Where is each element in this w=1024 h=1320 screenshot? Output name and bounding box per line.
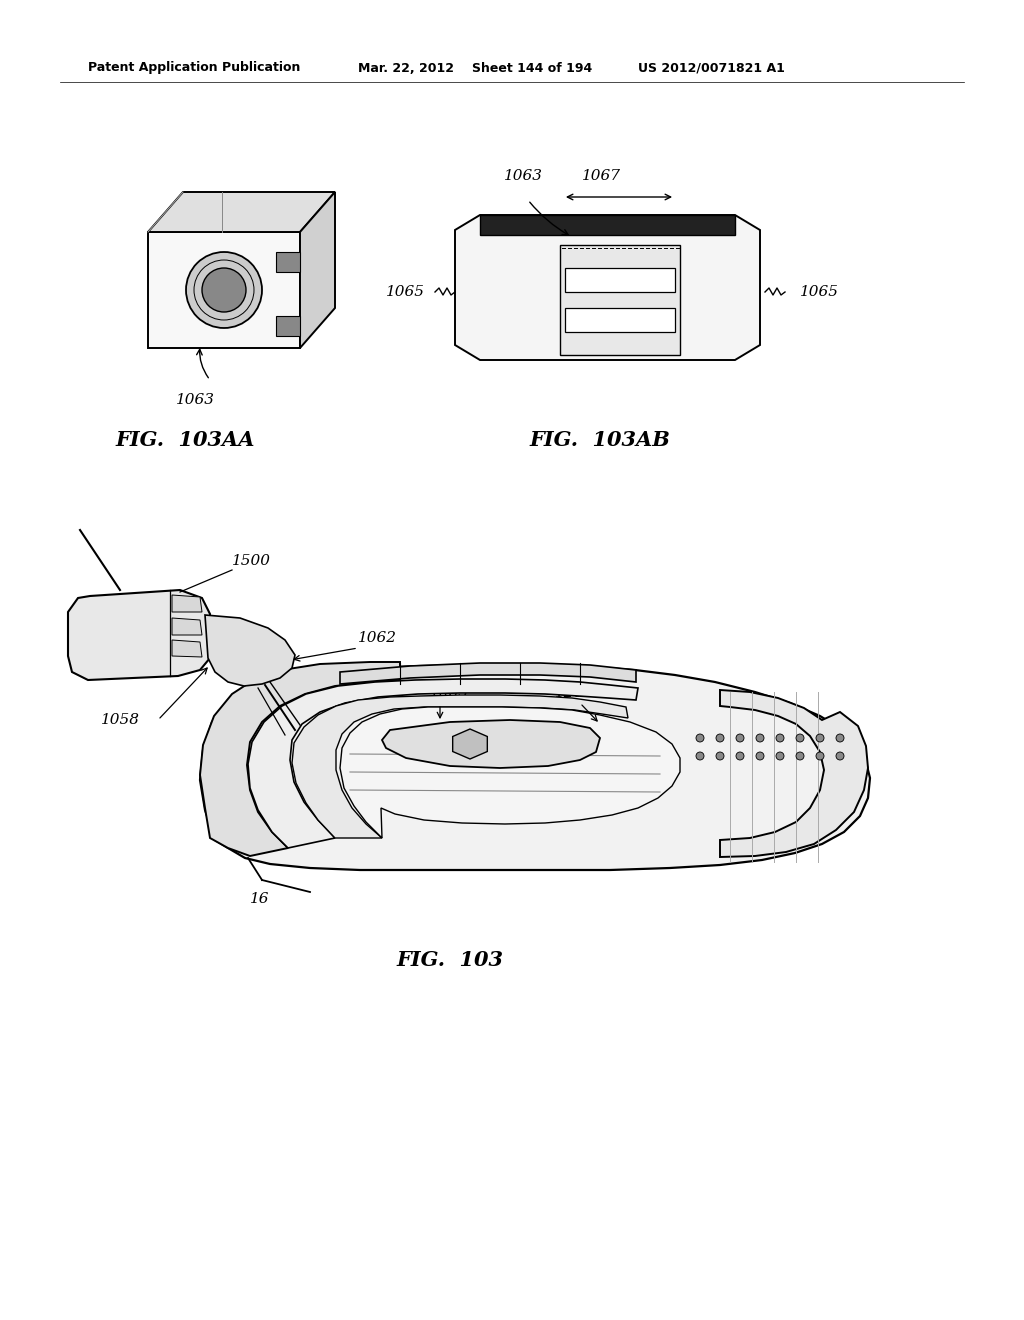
Polygon shape — [560, 246, 680, 355]
Text: US 2012/0071821 A1: US 2012/0071821 A1 — [638, 62, 784, 74]
Circle shape — [202, 268, 246, 312]
Polygon shape — [565, 308, 675, 333]
Text: 1067: 1067 — [582, 169, 621, 183]
Text: FIG.  103: FIG. 103 — [396, 950, 504, 970]
Text: Patent Application Publication: Patent Application Publication — [88, 62, 300, 74]
Text: 1063: 1063 — [430, 686, 469, 700]
Text: 1500: 1500 — [232, 554, 271, 568]
Text: FIG.  103AB: FIG. 103AB — [529, 430, 671, 450]
Text: 1202: 1202 — [555, 686, 594, 700]
Text: 1058: 1058 — [101, 713, 140, 727]
Circle shape — [696, 734, 705, 742]
Circle shape — [776, 734, 784, 742]
Polygon shape — [148, 191, 335, 232]
Circle shape — [816, 734, 824, 742]
Polygon shape — [720, 690, 868, 857]
Polygon shape — [453, 729, 487, 759]
Polygon shape — [200, 663, 400, 855]
Text: 16: 16 — [250, 892, 269, 906]
Polygon shape — [340, 663, 636, 684]
Text: 1063: 1063 — [504, 169, 543, 183]
Polygon shape — [292, 696, 628, 838]
Circle shape — [716, 734, 724, 742]
Circle shape — [186, 252, 262, 327]
Polygon shape — [205, 615, 295, 686]
Polygon shape — [276, 315, 300, 337]
Polygon shape — [172, 595, 202, 612]
Polygon shape — [455, 215, 760, 360]
Text: Mar. 22, 2012: Mar. 22, 2012 — [358, 62, 454, 74]
Circle shape — [736, 734, 744, 742]
Circle shape — [696, 752, 705, 760]
Circle shape — [836, 734, 844, 742]
Polygon shape — [248, 678, 638, 847]
Polygon shape — [172, 618, 202, 635]
Circle shape — [756, 734, 764, 742]
Polygon shape — [68, 590, 210, 680]
Polygon shape — [200, 665, 870, 870]
Text: 1063: 1063 — [175, 393, 214, 407]
Text: 1065: 1065 — [386, 285, 425, 300]
Polygon shape — [480, 215, 735, 235]
Text: 1062: 1062 — [358, 631, 397, 645]
Text: Sheet 144 of 194: Sheet 144 of 194 — [472, 62, 592, 74]
Polygon shape — [382, 719, 600, 768]
Circle shape — [836, 752, 844, 760]
Circle shape — [736, 752, 744, 760]
Circle shape — [716, 752, 724, 760]
Polygon shape — [148, 232, 300, 348]
Circle shape — [816, 752, 824, 760]
Polygon shape — [340, 708, 680, 838]
Circle shape — [796, 734, 804, 742]
Polygon shape — [172, 640, 202, 657]
Polygon shape — [565, 268, 675, 292]
Circle shape — [796, 752, 804, 760]
Circle shape — [756, 752, 764, 760]
Polygon shape — [300, 191, 335, 348]
Text: 1065: 1065 — [800, 285, 839, 300]
Text: FIG.  103AA: FIG. 103AA — [116, 430, 255, 450]
Polygon shape — [276, 252, 300, 272]
Circle shape — [776, 752, 784, 760]
